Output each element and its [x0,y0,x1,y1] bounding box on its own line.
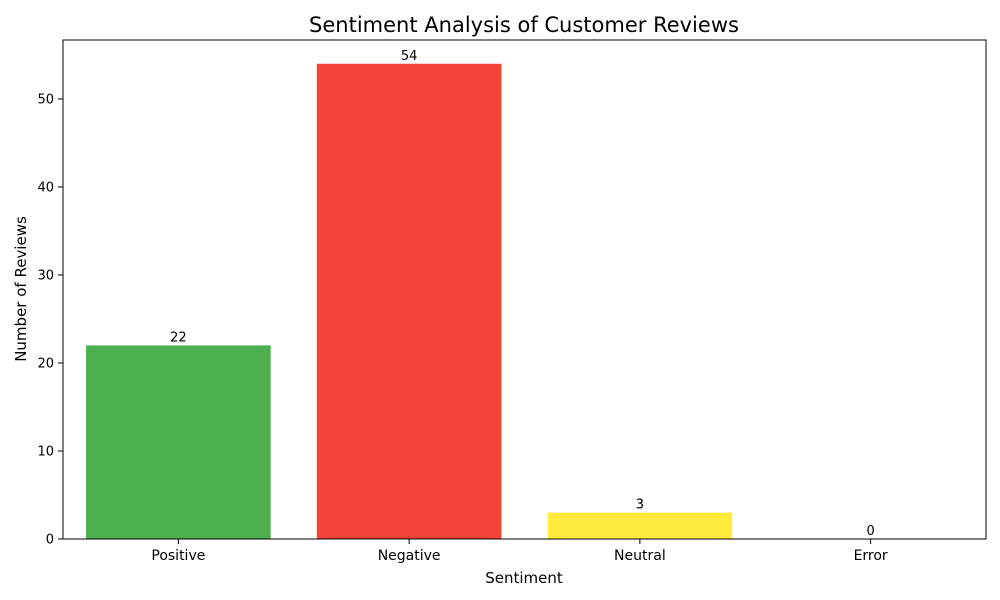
y-tick-label-30: 30 [37,268,54,283]
y-tick-label-40: 40 [37,180,54,195]
y-tick-label-50: 50 [37,92,54,107]
y-tick-label-20: 20 [37,356,54,371]
data-label-negative: 54 [401,49,418,64]
y-axis: 0 10 20 30 40 50 [37,92,63,548]
x-axis-label: Sentiment [485,569,563,587]
y-axis-label: Number of Reviews [12,216,30,362]
x-tick-label-negative: Negative [378,548,441,564]
data-labels-layer: 22 54 3 0 [170,49,875,539]
bar-positive [86,345,271,539]
data-label-positive: 22 [170,330,187,345]
plot-frame [62,39,987,540]
chart-title: Sentiment Analysis of Customer Reviews [309,13,739,37]
bar-neutral [547,512,733,539]
bars-layer [86,63,733,540]
x-tick-label-error: Error [854,548,888,564]
y-tick-label-10: 10 [37,444,54,459]
x-tick-label-neutral: Neutral [614,548,666,564]
data-label-neutral: 3 [636,498,644,513]
data-label-error: 0 [866,524,874,539]
bar-negative [316,63,502,540]
x-axis: Positive Negative Neutral Error [151,539,888,564]
x-tick-label-positive: Positive [151,548,205,564]
y-tick-label-0: 0 [46,533,54,548]
